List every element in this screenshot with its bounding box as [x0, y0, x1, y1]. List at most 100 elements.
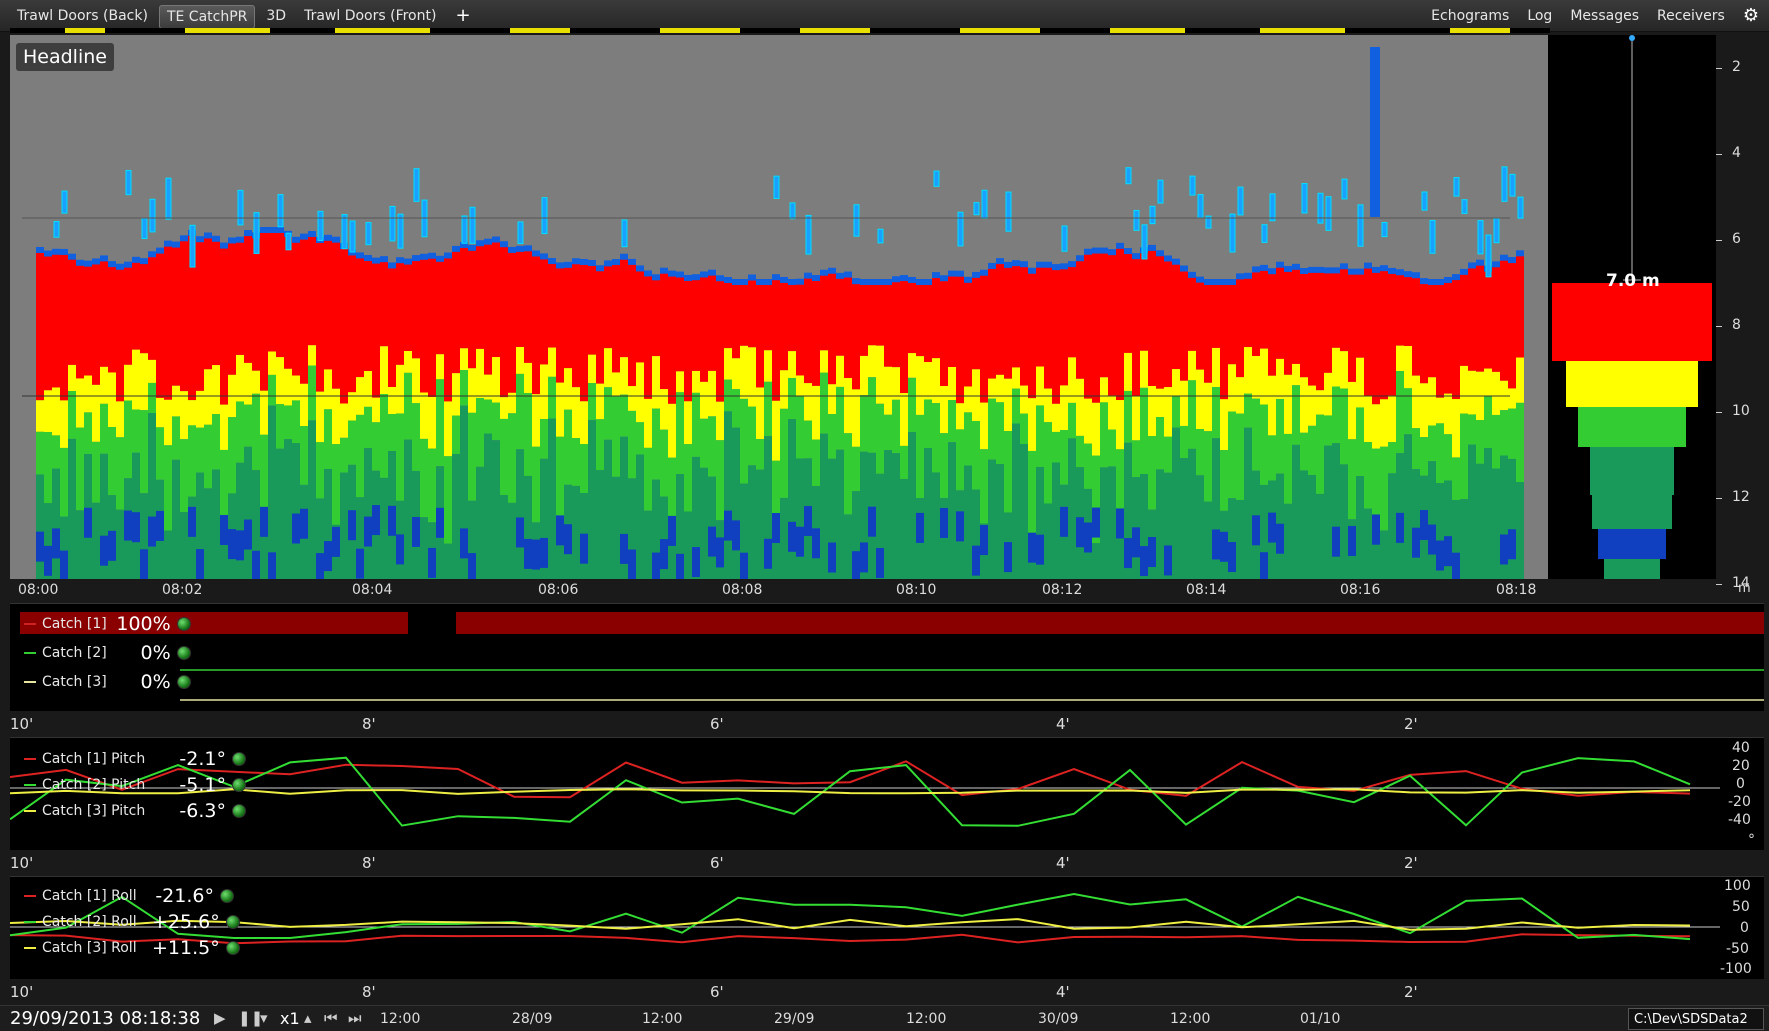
- skip-end-icon[interactable]: ⏭: [348, 1009, 362, 1027]
- catch-3-name: Catch [3]: [42, 674, 107, 690]
- data-coverage-strip: [10, 28, 1550, 33]
- minute-label: 8': [362, 854, 376, 872]
- headline-label: Headline: [16, 43, 114, 71]
- depth-tick: [1716, 412, 1722, 413]
- roll-2-row: Catch [2] Roll +25.6°: [24, 911, 240, 933]
- pitch-y-label: -40: [1728, 812, 1751, 828]
- depth-tick: [1716, 326, 1722, 327]
- tab-trawl-doors-back[interactable]: Trawl Doors (Back): [17, 8, 148, 24]
- legend-dash: [24, 652, 36, 654]
- legend-dash: [24, 810, 36, 812]
- date-label: 12:00: [380, 1011, 421, 1027]
- time-label: 08:00: [18, 582, 59, 598]
- pitch-plot: [10, 756, 1720, 827]
- roll-1-row: Catch [1] Roll -21.6°: [24, 885, 234, 907]
- depth-axis: m 2 4 6 8 10 12 14: [1716, 35, 1769, 596]
- catch-1-name: Catch [1]: [42, 616, 107, 632]
- minute-axis-1: 10' 8' 6' 4' 2': [10, 711, 1764, 737]
- catch-1-bar: [456, 612, 1764, 634]
- current-datetime: 29/09/2013 08:18:38: [10, 1008, 201, 1029]
- pitch-y-label: 20: [1732, 758, 1750, 774]
- roll-y-label: -100: [1720, 961, 1752, 977]
- roll-3-name: Catch [3] Roll: [42, 940, 137, 956]
- menu-messages[interactable]: Messages: [1570, 7, 1639, 24]
- catch-1-bar: [20, 612, 408, 634]
- legend-dash: [24, 758, 36, 760]
- menu-receivers[interactable]: Receivers: [1656, 7, 1725, 24]
- minute-label: 10': [10, 983, 34, 1001]
- status-led-icon: [176, 675, 191, 689]
- catch-2-name: Catch [2]: [42, 645, 107, 661]
- depth-unit: m: [1738, 581, 1751, 596]
- minute-label: 8': [362, 983, 376, 1001]
- tab-strip: Trawl Doors (Back) TE CatchPR 3D Trawl D…: [10, 5, 479, 29]
- roll-y-label: 0: [1740, 920, 1749, 936]
- catch-panel: Catch [1] 100% Catch [2] 0% Catch [3] 0%: [10, 603, 1764, 711]
- pitch-3-value: -6.3°: [179, 800, 226, 822]
- pitch-3-row: Catch [3] Pitch -6.3°: [24, 800, 246, 822]
- tab-te-catchpr[interactable]: TE CatchPR: [158, 5, 256, 29]
- depth-label: 8: [1732, 317, 1741, 333]
- status-led-icon: [220, 889, 234, 903]
- minute-label: 10': [10, 854, 34, 872]
- echogram-image: [22, 47, 1524, 579]
- play-icon[interactable]: ▶: [214, 1009, 226, 1027]
- tab-3d[interactable]: 3D: [266, 8, 287, 24]
- chevron-up-icon[interactable]: ▴: [304, 1009, 312, 1027]
- menu-log[interactable]: Log: [1527, 7, 1553, 24]
- time-label: 08:06: [538, 582, 579, 598]
- date-label: 28/09: [512, 1011, 553, 1027]
- roll-plot: [10, 892, 1720, 945]
- minute-label: 6': [710, 854, 724, 872]
- time-label: 08:04: [352, 582, 393, 598]
- date-label: 12:00: [1170, 1011, 1211, 1027]
- status-led-icon: [176, 646, 191, 660]
- echo-scale-panel: 7.0 m: [1548, 35, 1716, 579]
- chevron-down-icon[interactable]: ▾: [260, 1009, 268, 1027]
- playback-speed[interactable]: x1: [280, 1009, 300, 1028]
- catch-2-row: Catch [2] 0%: [24, 642, 191, 664]
- pitch-y-label: 0: [1736, 776, 1745, 792]
- coverage-segment: [1450, 28, 1510, 33]
- gear-icon[interactable]: ⚙: [1742, 5, 1759, 26]
- plus-icon[interactable]: +: [455, 5, 471, 26]
- echo-intensity-bars: [1552, 35, 1712, 579]
- minute-label: 8': [362, 715, 376, 733]
- minute-label: 4': [1056, 854, 1070, 872]
- menu-echograms[interactable]: Echograms: [1431, 7, 1510, 24]
- pitch-panel: Catch [1] Pitch -2.1° Catch [2] Pitch -5…: [10, 737, 1764, 850]
- depth-label: 14: [1732, 575, 1750, 591]
- skip-start-icon[interactable]: ⏮: [324, 1009, 338, 1027]
- coverage-segment: [335, 28, 430, 33]
- roll-1-name: Catch [1] Roll: [42, 888, 137, 904]
- minute-label: 2': [1404, 983, 1418, 1001]
- date-label: 29/09: [774, 1011, 815, 1027]
- time-label: 08:16: [1340, 582, 1381, 598]
- pitch-y-unit: °: [1748, 832, 1755, 848]
- playback-bar: 29/09/2013 08:18:38 ▶ ❚❚ ▾ x1 ▴ ⏮ ⏭ 12:0…: [0, 1005, 1769, 1031]
- minute-label: 4': [1056, 715, 1070, 733]
- tab-trawl-doors-front[interactable]: Trawl Doors (Front): [304, 8, 437, 24]
- roll-3-line: [10, 918, 1691, 931]
- legend-dash: [24, 681, 36, 683]
- depth-label: 2: [1732, 59, 1741, 75]
- time-label: 08:18: [1496, 582, 1537, 598]
- date-timeline[interactable]: 12:00 28/09 12:00 29/09 12:00 30/09 12:00 01/10: [372, 1006, 1622, 1031]
- coverage-segment: [185, 28, 270, 33]
- echo-columns: [36, 166, 1524, 579]
- depth-tick: [1716, 68, 1722, 69]
- coverage-segment: [65, 28, 105, 33]
- catch-2-value: 0%: [140, 642, 171, 664]
- depth-label: 4: [1732, 145, 1741, 161]
- legend-dash: [24, 623, 36, 625]
- legend-dash: [24, 895, 36, 897]
- catch-plot: [20, 612, 1764, 701]
- date-label: 01/10: [1300, 1011, 1341, 1027]
- time-label: 08:14: [1186, 582, 1227, 598]
- echogram-view[interactable]: Headline: [10, 35, 1548, 579]
- pause-icon[interactable]: ❚❚: [238, 1009, 264, 1027]
- roll-3-row: Catch [3] Roll +11.5°: [24, 937, 240, 959]
- minute-axis-3: 10' 8' 6' 4' 2': [10, 979, 1764, 1005]
- time-label: 08:10: [896, 582, 937, 598]
- time-axis: 08:00 08:02 08:04 08:06 08:08 08:10 08:12 08:14…: [10, 579, 1548, 603]
